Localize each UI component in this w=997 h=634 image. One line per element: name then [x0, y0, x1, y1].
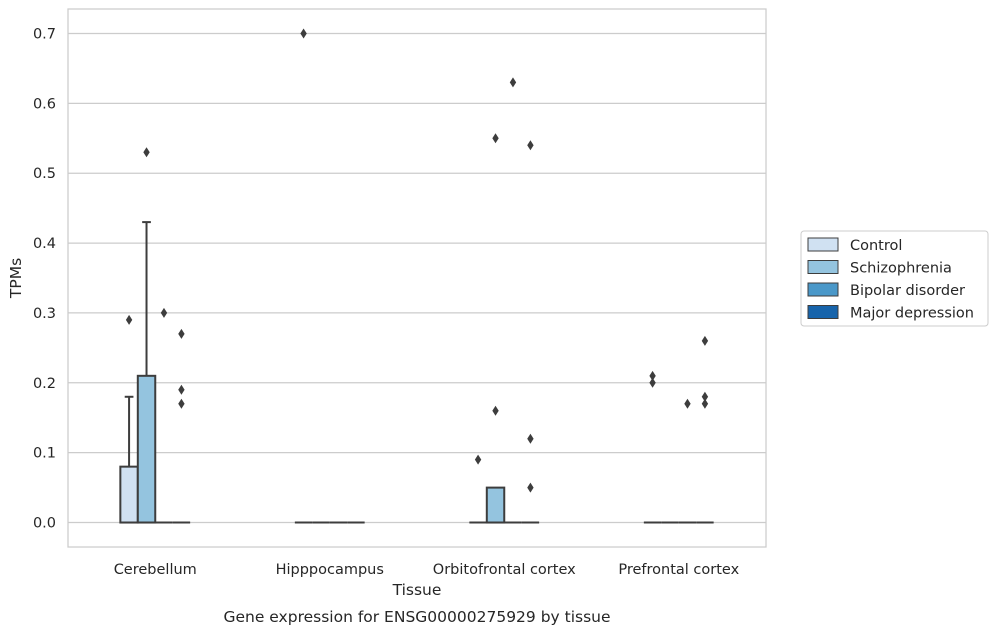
- outlier-point: [527, 140, 534, 151]
- outlier-point: [527, 433, 534, 444]
- plot-area-frame: [67, 8, 767, 548]
- legend-label: Major depression: [850, 306, 974, 322]
- y-tick-label: 0.4: [33, 236, 56, 252]
- outlier-point: [509, 77, 517, 88]
- outlier-point: [178, 398, 185, 409]
- box-major-depression: [172, 328, 191, 524]
- x-tick-label: Prefrontal cortex: [618, 562, 739, 578]
- outlier-point: [701, 398, 709, 409]
- box-bipolar-disorder: [504, 77, 522, 524]
- box-major-depression: [521, 140, 540, 524]
- box-schizophrenia: [136, 147, 157, 524]
- outlier-point: [160, 307, 168, 318]
- legend-label: Schizophrenia: [850, 261, 952, 277]
- outlier-point: [178, 328, 185, 339]
- box-control: [119, 314, 139, 524]
- y-axis-ticks: 0.0 0.1 0.2 0.3 0.4 0.5 0.6 0.7: [33, 26, 56, 531]
- legend-label: Bipolar disorder: [850, 283, 965, 299]
- box-body: [119, 465, 139, 524]
- grid-lines: [68, 32, 766, 524]
- outlier-point: [178, 384, 185, 395]
- outlier-point: [474, 454, 482, 465]
- outlier-point: [649, 377, 656, 388]
- box-bipolar-disorder: [155, 307, 173, 524]
- x-axis-ticks: Cerebellum Hipppocampus Orbitofrontal cort…: [114, 562, 740, 578]
- box-bipolar-disorder: [678, 398, 697, 524]
- y-axis-label: TPMs: [7, 258, 25, 299]
- chart-caption: Gene expression for ENSG00000275929 by t…: [223, 608, 610, 626]
- legend-swatch: [807, 282, 839, 297]
- y-tick-label: 0.1: [33, 446, 56, 462]
- x-tick-label: Orbitofrontal cortex: [433, 562, 576, 578]
- y-tick-label: 0.0: [33, 516, 56, 532]
- box-control: [643, 370, 662, 524]
- x-tick-label: Hipppocampus: [276, 562, 384, 578]
- x-axis-label: Tissue: [392, 581, 442, 599]
- outlier-point: [527, 482, 534, 493]
- legend-swatch: [807, 260, 839, 274]
- outlier-point: [125, 314, 133, 325]
- outlier-point: [684, 398, 691, 409]
- box-schizophrenia: [485, 133, 506, 524]
- legend-label: Control: [850, 238, 902, 254]
- legend-swatch: [807, 305, 839, 319]
- outlier-point: [492, 405, 499, 416]
- x-tick-label: Cerebellum: [114, 562, 197, 578]
- legend: Control Schizophrenia Bipolar disorder Majo…: [800, 230, 989, 327]
- box-plot-series: [119, 28, 714, 524]
- y-tick-label: 0.2: [33, 376, 56, 392]
- box-control: [294, 28, 313, 524]
- y-tick-label: 0.6: [33, 96, 56, 112]
- outlier-point: [143, 147, 150, 158]
- legend-frame: [800, 230, 989, 327]
- box-major-depression: [696, 335, 714, 524]
- box-body: [485, 486, 506, 524]
- y-tick-label: 0.7: [33, 26, 56, 42]
- box-body: [136, 374, 157, 524]
- box-control: [469, 454, 487, 524]
- y-tick-label: 0.5: [33, 166, 56, 182]
- outlier-point: [492, 133, 499, 144]
- outlier-point: [701, 391, 709, 402]
- outlier-point: [300, 28, 307, 39]
- legend-swatch: [807, 237, 839, 252]
- outlier-point: [701, 335, 709, 346]
- outlier-point: [649, 370, 656, 381]
- y-tick-label: 0.3: [33, 306, 56, 322]
